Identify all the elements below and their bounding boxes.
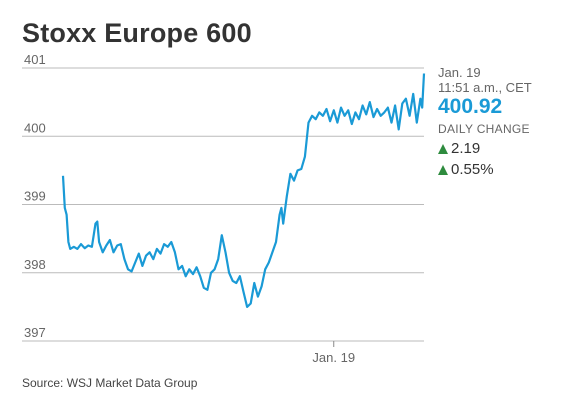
price-line xyxy=(61,73,426,308)
change-percent-value: 0.55% xyxy=(451,161,494,178)
quote-panel: Jan. 19 11:51 a.m., CET 400.92 DAILY CHA… xyxy=(438,66,532,177)
chart-title: Stoxx Europe 600 xyxy=(22,18,252,48)
change-points: 2.19 xyxy=(438,141,532,156)
y-axis-labels: 397 398 399 400 401 xyxy=(24,52,46,340)
up-arrow-icon xyxy=(438,143,448,154)
quote-price: 400.92 xyxy=(438,95,503,118)
up-arrow-icon xyxy=(438,164,448,175)
daily-change-label: DAILY CHANGE xyxy=(438,122,530,136)
y-tick-label: 400 xyxy=(24,120,46,135)
x-tick-label: Jan. 19 xyxy=(312,350,355,365)
quote-time: 11:51 a.m., CET xyxy=(438,80,532,95)
source-note: Source: WSJ Market Data Group xyxy=(22,376,198,390)
x-axis: Jan. 19 xyxy=(312,341,355,365)
y-tick-label: 399 xyxy=(24,189,46,204)
change-points-value: 2.19 xyxy=(451,140,481,157)
gridlines xyxy=(22,67,424,342)
y-tick-label: 398 xyxy=(24,257,46,272)
quote-date: Jan. 19 xyxy=(438,65,481,80)
change-percent: 0.55% xyxy=(438,162,532,177)
y-tick-label: 397 xyxy=(24,325,46,340)
y-tick-label: 401 xyxy=(24,52,46,67)
